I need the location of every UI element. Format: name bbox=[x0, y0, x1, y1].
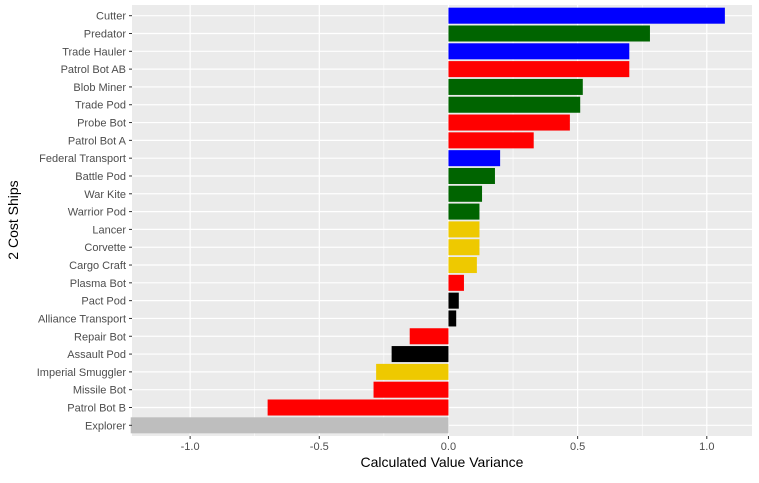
x-tick-label: 0.0 bbox=[441, 441, 456, 453]
bar bbox=[448, 257, 477, 274]
bar bbox=[448, 78, 583, 95]
bar bbox=[448, 292, 459, 309]
bar bbox=[448, 43, 630, 60]
y-tick-label: Repair Bot bbox=[74, 331, 126, 343]
bar bbox=[448, 310, 457, 327]
x-tick-label: 0.5 bbox=[570, 441, 585, 453]
y-tick-label: Warrior Pod bbox=[68, 207, 126, 219]
bar bbox=[448, 114, 570, 131]
x-tick-label: -0.5 bbox=[310, 441, 329, 453]
bar bbox=[448, 96, 581, 113]
bar bbox=[448, 239, 480, 256]
bar bbox=[373, 381, 449, 398]
bar bbox=[448, 61, 630, 78]
y-tick-label: Cutter bbox=[96, 11, 126, 23]
bar bbox=[448, 25, 650, 42]
x-axis-title: Calculated Value Variance bbox=[361, 454, 524, 470]
bar bbox=[409, 328, 449, 345]
y-tick-label: Lancer bbox=[92, 224, 126, 236]
bar bbox=[448, 185, 483, 202]
y-tick-label: Trade Hauler bbox=[62, 46, 126, 58]
y-tick-label: Probe Bot bbox=[77, 118, 126, 130]
y-tick-label: Patrol Bot A bbox=[68, 135, 127, 147]
y-tick-label: Federal Transport bbox=[39, 153, 126, 165]
x-axis: -1.0 -0.5 0.0 0.5 1.0 bbox=[181, 436, 714, 453]
bar bbox=[448, 221, 480, 238]
y-tick-label: Explorer bbox=[85, 420, 126, 432]
x-tick-label: 1.0 bbox=[699, 441, 714, 453]
y-tick-label: Imperial Smuggler bbox=[37, 367, 127, 379]
y-tick-label: Predator bbox=[84, 28, 127, 40]
x-tick-label: -1.0 bbox=[181, 441, 200, 453]
y-axis: Cutter Predator Trade Hauler Patrol Bot AB B… bbox=[37, 11, 132, 432]
y-tick-label: Trade Pod bbox=[75, 100, 126, 112]
bar bbox=[391, 346, 449, 363]
bars bbox=[130, 7, 725, 434]
bar bbox=[448, 274, 464, 291]
bar bbox=[448, 167, 495, 184]
y-tick-label: Battle Pod bbox=[75, 171, 126, 183]
y-tick-label: Assault Pod bbox=[67, 349, 126, 361]
y-tick-label: Patrol Bot AB bbox=[61, 64, 126, 76]
bar bbox=[448, 7, 725, 24]
y-tick-label: Cargo Craft bbox=[69, 260, 126, 272]
y-tick-label: Blob Miner bbox=[73, 82, 126, 94]
bar bbox=[267, 399, 449, 416]
y-tick-label: Patrol Bot B bbox=[67, 403, 126, 415]
bar bbox=[376, 363, 449, 380]
bar bbox=[448, 203, 480, 220]
y-tick-label: Alliance Transport bbox=[38, 313, 126, 325]
y-tick-label: Pact Pod bbox=[81, 296, 126, 308]
y-tick-label: Plasma Bot bbox=[70, 278, 126, 290]
bar bbox=[448, 132, 534, 149]
y-tick-label: Corvette bbox=[84, 242, 126, 254]
bar bbox=[448, 150, 501, 167]
y-tick-label: Missile Bot bbox=[73, 385, 126, 397]
y-axis-title: 2 Cost Ships bbox=[5, 180, 21, 259]
bar bbox=[130, 417, 449, 434]
y-tick-label: War Kite bbox=[84, 189, 126, 201]
